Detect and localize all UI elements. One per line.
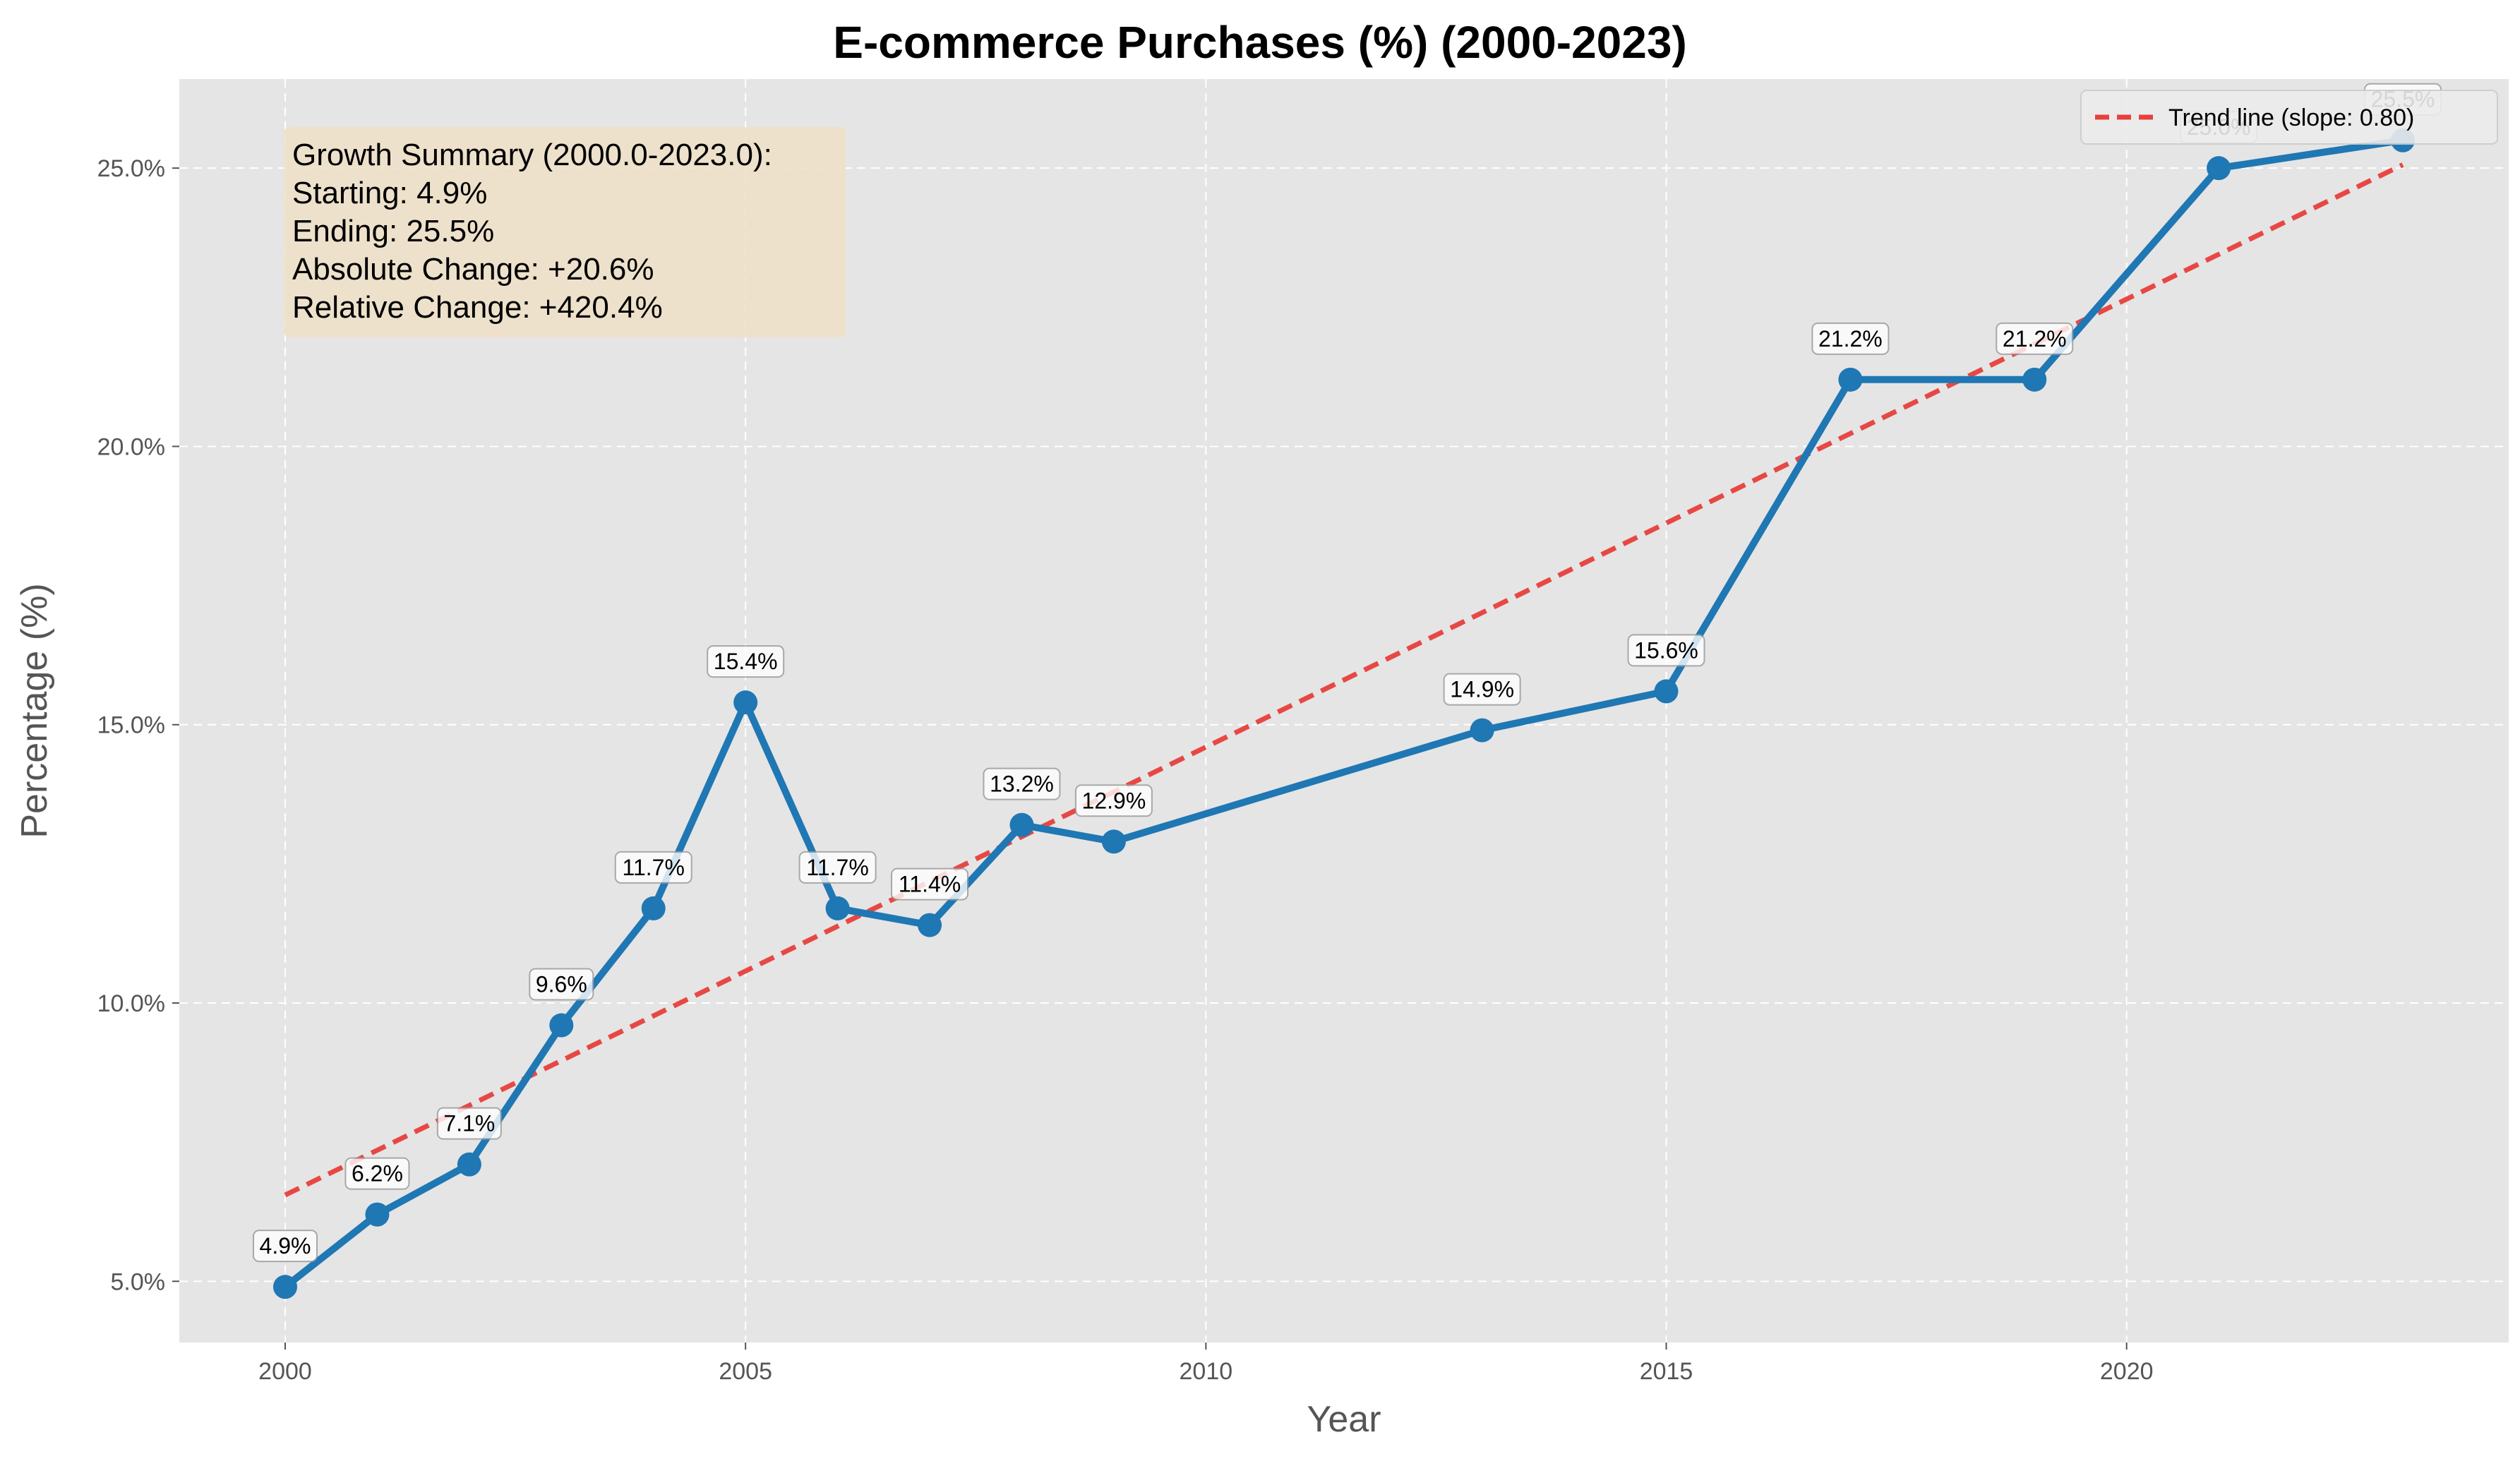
chart-title: E-commerce Purchases (%) (2000-2023) bbox=[833, 17, 1687, 68]
data-label-box bbox=[614, 851, 692, 884]
data-label-box bbox=[1811, 322, 1890, 355]
data-label-box bbox=[1627, 634, 1705, 667]
x-tick-label: 2020 bbox=[2100, 1358, 2154, 1385]
data-point bbox=[1838, 367, 1863, 392]
data-label: 11.7% bbox=[806, 855, 868, 880]
data-label: 11.4% bbox=[899, 872, 961, 897]
data-point bbox=[457, 1152, 481, 1177]
data-point bbox=[1470, 718, 1494, 743]
data-label: 11.7% bbox=[623, 855, 685, 880]
data-point bbox=[2022, 367, 2047, 392]
y-tick-label: 10.0% bbox=[97, 990, 165, 1017]
data-label-box bbox=[529, 968, 594, 1001]
x-tick-label: 2015 bbox=[1640, 1358, 1693, 1385]
data-label: 4.9% bbox=[260, 1233, 311, 1259]
data-label-box bbox=[436, 1107, 502, 1140]
legend: Trend line (slope: 0.80) bbox=[2080, 90, 2498, 145]
data-point bbox=[2207, 156, 2231, 181]
data-point bbox=[918, 913, 942, 937]
data-label-box bbox=[1074, 784, 1153, 817]
growth-summary-line: Relative Change: +420.4% bbox=[292, 290, 663, 325]
data-point bbox=[641, 896, 666, 920]
y-axis-ticks: 5.0% 10.0% 15.0% 20.0% 25.0% bbox=[97, 155, 179, 1295]
legend-box bbox=[2080, 90, 2498, 145]
data-point bbox=[1009, 812, 1034, 837]
data-label-box bbox=[1443, 673, 1521, 706]
legend-trend-label: Trend line (slope: 0.80) bbox=[2168, 104, 2414, 131]
series-layer bbox=[282, 136, 2406, 1291]
x-axis-ticks: 2000 2005 2010 2015 2020 bbox=[258, 1343, 2154, 1385]
data-label: 21.2% bbox=[2003, 326, 2067, 352]
data-label-box bbox=[344, 1157, 410, 1190]
data-point bbox=[549, 1013, 574, 1038]
data-label-box bbox=[891, 867, 969, 901]
data-label-box bbox=[253, 1230, 318, 1263]
data-point bbox=[365, 1202, 390, 1227]
data-point bbox=[825, 896, 850, 920]
data-label: 15.4% bbox=[714, 649, 778, 674]
data-point bbox=[273, 1275, 297, 1299]
data-points-layer bbox=[273, 128, 2415, 1299]
series-line bbox=[282, 136, 2406, 1291]
data-point bbox=[1101, 829, 1126, 854]
y-tick-label: 20.0% bbox=[97, 433, 165, 460]
data-label-box bbox=[798, 851, 877, 884]
growth-summary-line: Growth Summary (2000.0-2023.0): bbox=[292, 138, 772, 172]
data-label: 15.6% bbox=[1634, 637, 1698, 663]
y-tick-label: 25.0% bbox=[97, 155, 165, 182]
x-tick-label: 2005 bbox=[719, 1358, 772, 1385]
data-label: 13.2% bbox=[990, 771, 1054, 797]
data-point bbox=[1654, 679, 1679, 704]
x-tick-label: 2010 bbox=[1180, 1358, 1233, 1385]
data-label-box bbox=[1996, 322, 2074, 355]
trend-line-layer bbox=[284, 162, 2404, 1198]
x-tick-label: 2000 bbox=[258, 1358, 312, 1385]
data-label: 14.9% bbox=[1450, 677, 1514, 702]
data-label: 7.1% bbox=[443, 1111, 495, 1136]
growth-summary-line: Starting: 4.9% bbox=[292, 176, 487, 210]
y-axis-label: Percentage (%) bbox=[14, 583, 55, 838]
x-axis-label: Year bbox=[1307, 1399, 1381, 1440]
data-point bbox=[733, 690, 758, 715]
data-label: 21.2% bbox=[1818, 326, 1883, 352]
y-tick-label: 5.0% bbox=[111, 1268, 166, 1295]
y-tick-label: 15.0% bbox=[97, 712, 165, 739]
data-label: 6.2% bbox=[352, 1161, 403, 1187]
data-label: 9.6% bbox=[536, 972, 587, 997]
trend-line bbox=[284, 162, 2404, 1198]
growth-summary-line: Absolute Change: +20.6% bbox=[292, 252, 654, 287]
growth-summary-box: Growth Summary (2000.0-2023.0): Starting… bbox=[284, 127, 846, 337]
growth-summary-line: Ending: 25.5% bbox=[292, 214, 494, 248]
growth-summary-background bbox=[284, 127, 846, 337]
data-label: 12.9% bbox=[1082, 788, 1146, 813]
data-label-box bbox=[983, 767, 1061, 800]
data-label-box bbox=[707, 645, 785, 678]
